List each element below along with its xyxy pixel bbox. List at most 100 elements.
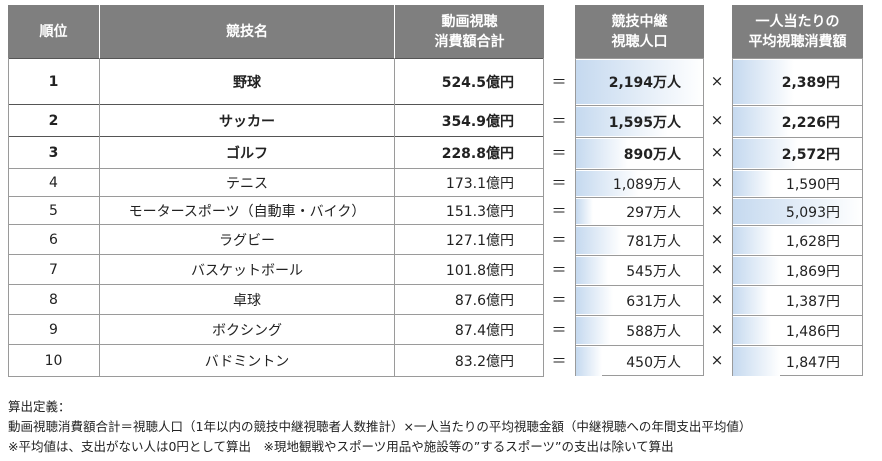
value-bar — [733, 60, 794, 104]
times-sign: × — [710, 72, 724, 90]
value-bar — [733, 227, 775, 254]
value-text: 1,486円 — [785, 323, 840, 340]
average-spend-cell: 1,387円 — [733, 285, 862, 315]
sport-name-cell: ボクシング — [212, 322, 282, 339]
times-sign: × — [710, 230, 724, 248]
value-bar — [576, 227, 622, 254]
footnote-notes: ※平均値は、支出がない人は0円として算出 ※現地観戦やスポーツ用品や施設等の”す… — [8, 439, 674, 454]
average-spend-cell: 5,093円 — [733, 197, 862, 225]
total-consumption-cell: 173.1億円 — [445, 175, 514, 192]
average-spend-cell: 2,389円 — [733, 59, 862, 105]
sport-name-cell: モータースポーツ（自動車・バイク） — [128, 203, 366, 220]
total-consumption-cell: 127.1億円 — [445, 232, 514, 249]
value-text: 588万人 — [626, 323, 681, 340]
viewers-cell: 588万人 — [576, 315, 703, 345]
times-sign: × — [710, 201, 724, 219]
value-bar — [576, 139, 628, 168]
value-bar — [733, 107, 790, 136]
header-total-consumption: 動画視聴 消費額合計 — [395, 5, 544, 58]
viewers-cell: 545万人 — [576, 255, 703, 285]
average-spend-cell: 1,486円 — [733, 315, 862, 345]
value-text: 450万人 — [626, 354, 681, 371]
equals-sign: ＝ — [551, 143, 567, 162]
rank-cell: 4 — [49, 174, 58, 191]
viewers-cell: 781万人 — [576, 225, 703, 255]
times-sign: × — [710, 320, 724, 338]
table-row: 6 ラグビー 127.1億円 — [8, 224, 544, 254]
value-bar — [733, 139, 799, 168]
value-text: 1,628円 — [785, 233, 840, 250]
equals-sign: ＝ — [551, 290, 567, 309]
viewers-cell: 1,595万人 — [576, 105, 703, 137]
total-consumption-cell: 83.2億円 — [454, 353, 514, 370]
viewers-column: 2,194万人 1,595万人 890万人 1,089万人 297万人 781万人 545万… — [575, 58, 704, 376]
sport-name-cell: サッカー — [219, 113, 275, 130]
value-text: 2,226円 — [781, 114, 840, 131]
table-row: 4 テニス 173.1億円 — [8, 168, 544, 196]
value-bar — [733, 171, 774, 196]
equals-sign: ＝ — [551, 230, 567, 249]
value-text: 5,093円 — [785, 204, 840, 221]
value-bar — [576, 60, 703, 104]
viewers-cell: 890万人 — [576, 137, 703, 169]
average-spend-column: 2,389円 2,226円 2,572円 1,590円 5,093円 1,628円 1,86… — [732, 58, 863, 376]
value-text: 2,572円 — [781, 146, 840, 163]
sport-name-cell: バスケットボール — [191, 262, 303, 279]
equals-sign: ＝ — [551, 320, 567, 339]
value-bar — [733, 347, 780, 376]
sport-name-cell: バドミントン — [204, 353, 290, 370]
value-text: 1,590円 — [785, 176, 840, 193]
sport-name-cell: 野球 — [233, 74, 261, 91]
table-row: 7 バスケットボール 101.8億円 — [8, 254, 544, 284]
value-text: 781万人 — [626, 233, 681, 250]
value-text: 2,194万人 — [608, 75, 681, 91]
equals-sign: ＝ — [551, 173, 567, 192]
equals-sign: ＝ — [551, 72, 567, 91]
table-column-divider — [99, 58, 100, 376]
table-row: 2 サッカー 354.9億円 — [8, 104, 544, 136]
viewers-cell: 2,194万人 — [576, 59, 703, 105]
sport-name-cell: テニス — [226, 175, 268, 192]
rank-cell: 6 — [49, 231, 58, 248]
times-sign: × — [710, 173, 724, 191]
footnote-definition: 動画視聴消費額合計＝視聴人口（1年以内の競技中継視聴者人数推計）×一人当たりの平… — [8, 419, 752, 434]
value-text: 890万人 — [623, 146, 681, 163]
average-spend-cell: 2,572円 — [733, 137, 862, 169]
value-bar — [576, 257, 608, 284]
table-bottom-border — [8, 376, 544, 377]
table-column-divider — [8, 58, 9, 376]
header-viewers: 競技中継 視聴人口 — [575, 5, 704, 58]
value-bar — [576, 287, 613, 314]
table-column-divider — [394, 58, 395, 376]
header-average-spend: 一人当たりの 平均視聴消費額 — [732, 5, 863, 58]
rank-cell: 1 — [48, 73, 59, 90]
value-bar — [576, 317, 611, 344]
rank-cell: 9 — [49, 321, 58, 338]
times-sign: × — [710, 290, 724, 308]
value-bar — [733, 287, 769, 314]
average-spend-cell: 1,847円 — [733, 345, 862, 377]
times-sign: × — [710, 143, 724, 161]
value-text: 297万人 — [626, 204, 681, 221]
rank-cell: 7 — [49, 261, 58, 278]
equals-sign: ＝ — [551, 260, 567, 279]
rank-cell: 2 — [48, 112, 59, 129]
value-text: 1,869円 — [785, 263, 840, 280]
header-sport-name: 競技名 — [100, 5, 394, 58]
value-text: 2,389円 — [781, 75, 840, 91]
table-column-divider — [543, 58, 544, 376]
value-bar — [576, 171, 640, 196]
value-bar — [733, 257, 781, 284]
times-sign: × — [710, 111, 724, 129]
footnote-definition-title: 算出定義： — [8, 399, 71, 414]
viewers-cell: 631万人 — [576, 285, 703, 315]
viewers-cell: 297万人 — [576, 197, 703, 225]
sport-name-cell: ラグビー — [219, 232, 275, 249]
value-text: 631万人 — [626, 293, 681, 310]
average-spend-cell: 2,226円 — [733, 105, 862, 137]
value-text: 1,847円 — [785, 354, 840, 371]
average-spend-cell: 1,869円 — [733, 255, 862, 285]
sport-name-cell: ゴルフ — [226, 145, 268, 162]
total-consumption-cell: 101.8億円 — [445, 262, 514, 279]
table-row: 8 卓球 87.6億円 — [8, 284, 544, 314]
